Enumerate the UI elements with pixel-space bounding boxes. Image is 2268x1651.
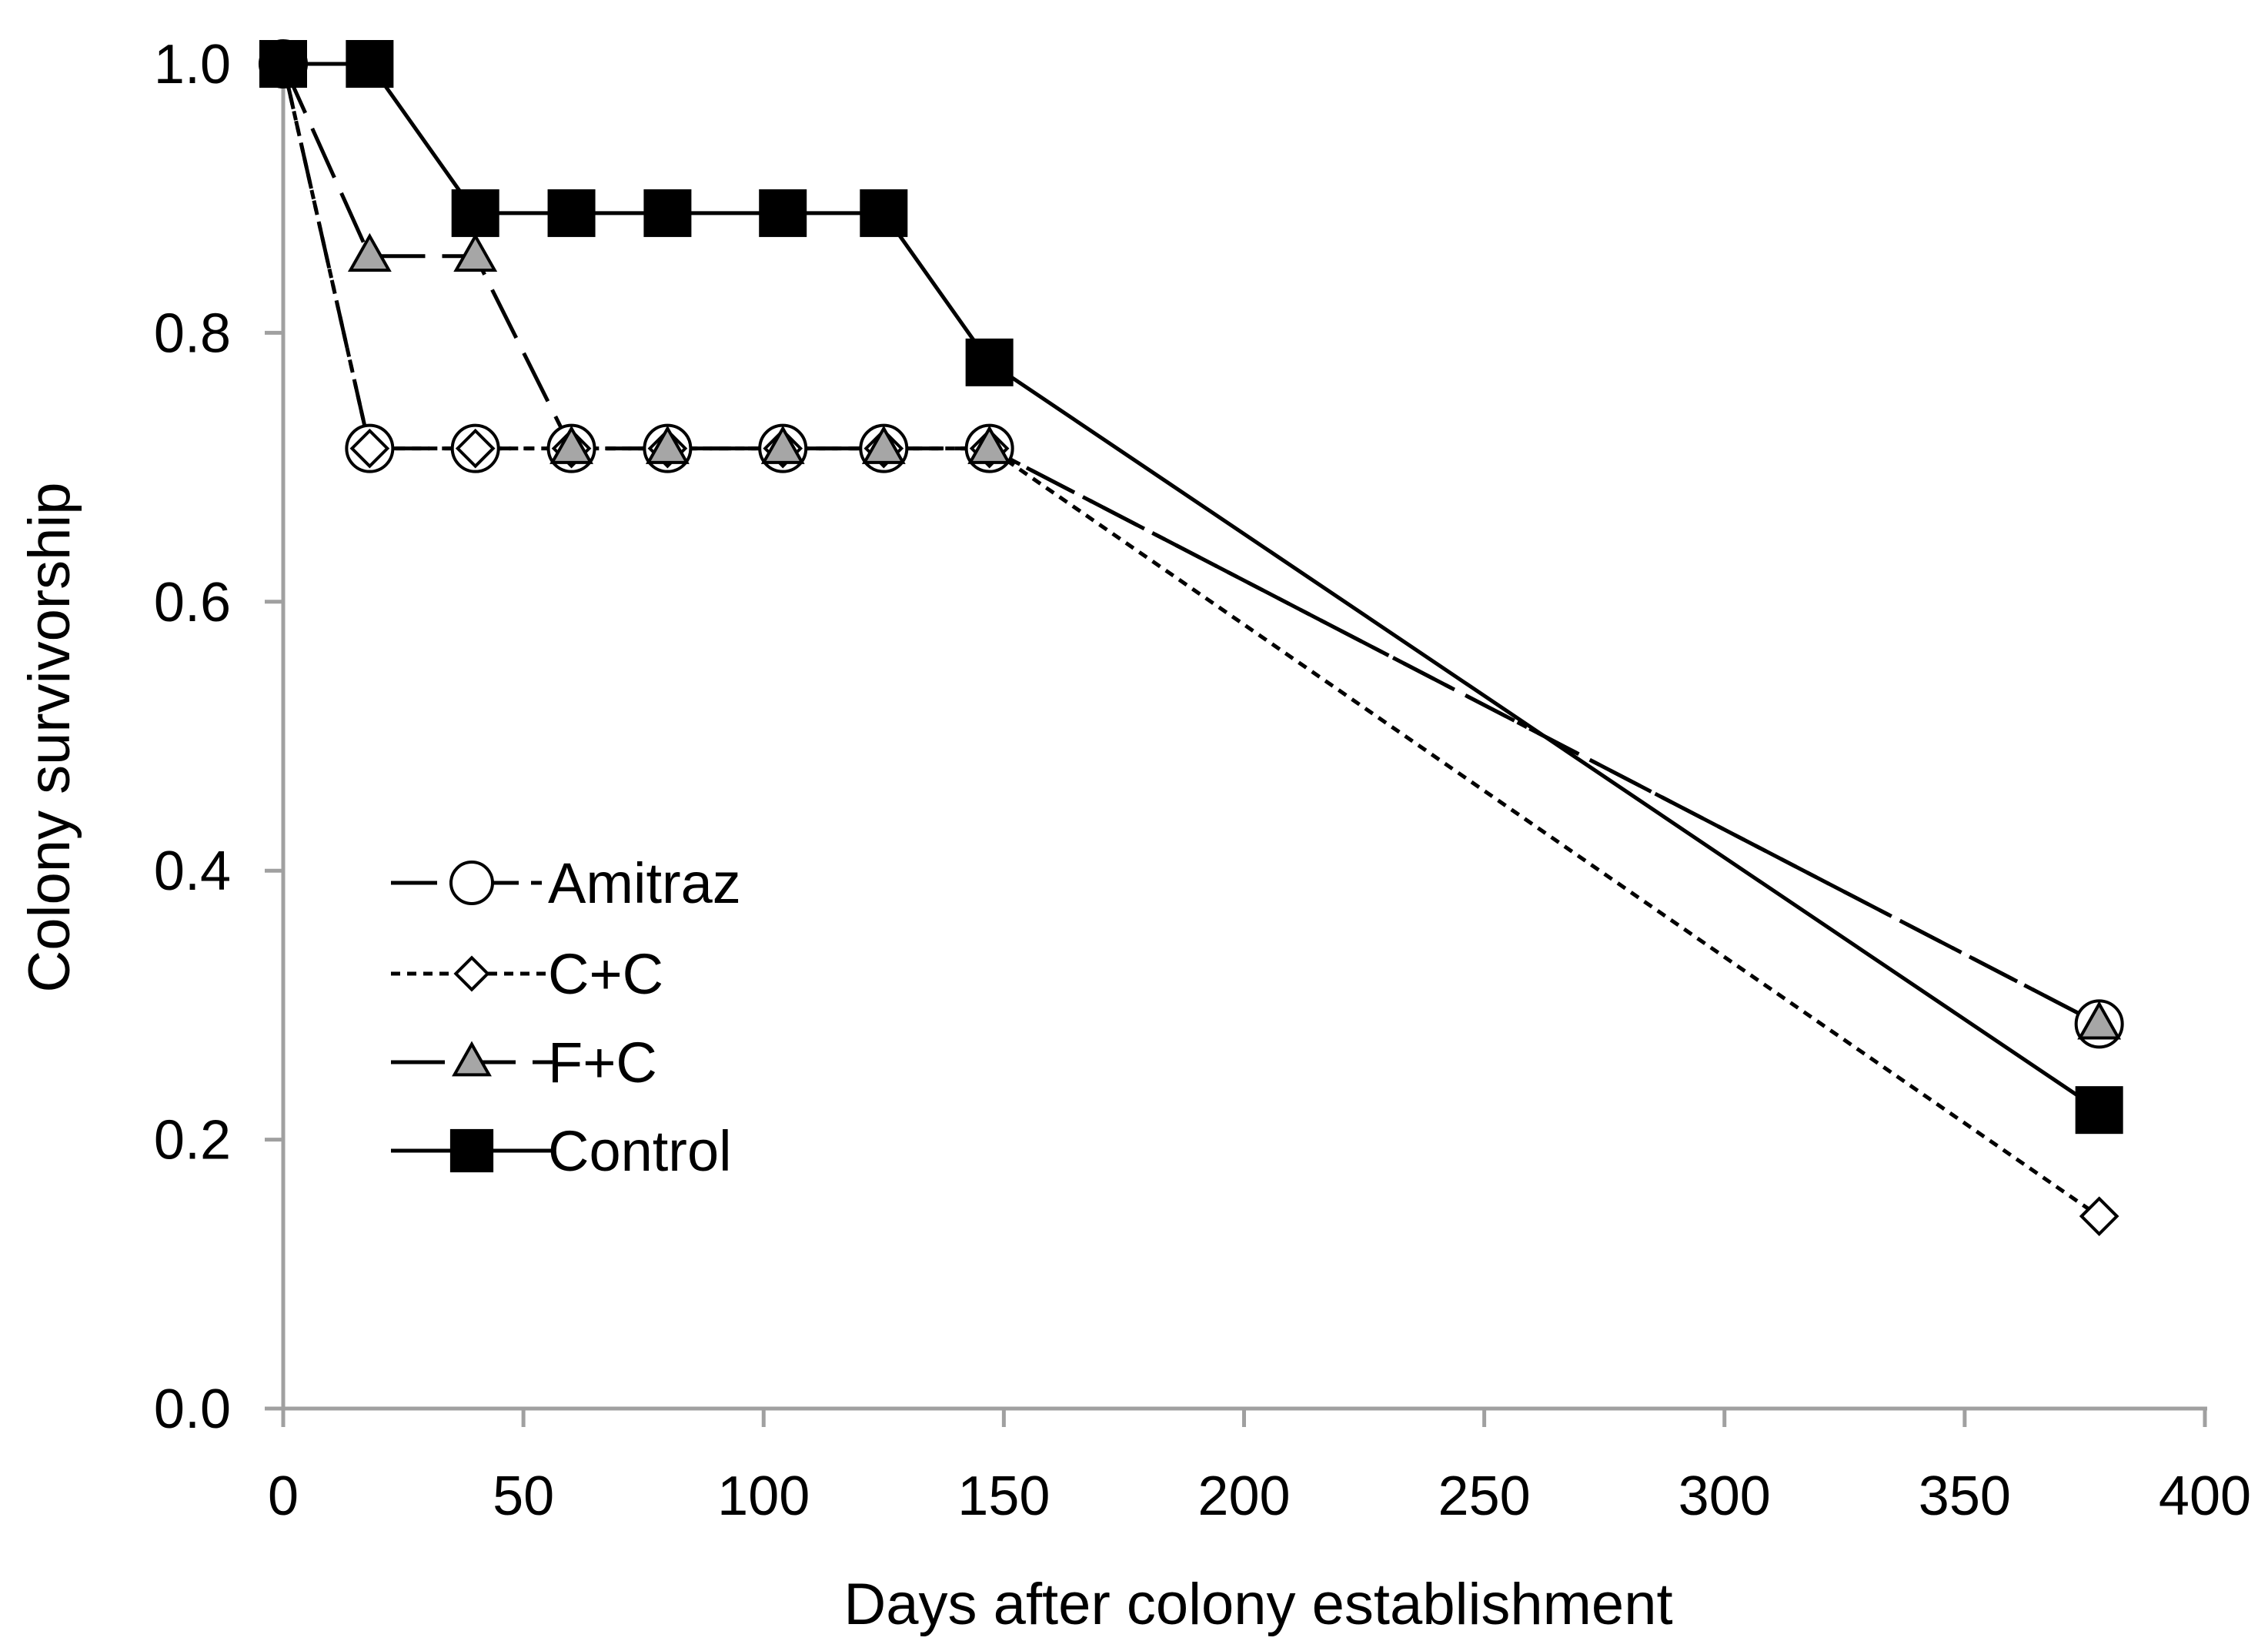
x-tick-label: 0: [268, 1466, 299, 1527]
legend-marker-control: [449, 1128, 494, 1173]
data-point-f-c: [861, 425, 906, 464]
x-tick-label: 50: [493, 1466, 554, 1527]
x-tick-label: 200: [1197, 1466, 1290, 1527]
data-point-c-c: [2079, 1196, 2119, 1237]
data-point-f-c: [549, 425, 593, 464]
data-point-control: [451, 189, 499, 237]
y-tick-label: 0.2: [154, 1110, 231, 1171]
legend-marker-f-c: [452, 1041, 492, 1077]
data-point-f-c: [347, 232, 392, 272]
legend-label-amitraz: Amitraz: [548, 851, 741, 915]
data-point-f-c: [967, 425, 1012, 464]
data-point-control: [346, 40, 394, 88]
legend-marker-c-c: [453, 955, 490, 992]
data-point-c-c: [455, 428, 496, 469]
data-point-control: [860, 189, 908, 237]
data-point-f-c: [645, 425, 690, 464]
data-point-control: [643, 189, 692, 237]
legend-label-f-c: F+C: [548, 1031, 657, 1095]
series-markers: [259, 39, 2124, 1237]
x-tick-label: 150: [957, 1466, 1050, 1527]
data-point-control: [2075, 1086, 2123, 1135]
y-tick-label: 1.0: [154, 34, 231, 95]
legend-marker-amitraz: [449, 861, 494, 905]
series-line-f-c: [281, 62, 2100, 1026]
x-tick-label: 100: [717, 1466, 810, 1527]
data-point-control: [965, 338, 1014, 386]
legend-label-control: Control: [548, 1119, 732, 1183]
y-tick-label: 0.8: [154, 302, 231, 364]
x-tick-label: 350: [1919, 1466, 2011, 1527]
axes: [265, 59, 2207, 1427]
x-tick-label: 300: [1678, 1466, 1771, 1527]
data-point-control: [547, 189, 596, 237]
data-point-c-c: [349, 428, 390, 469]
x-tick-label: 250: [1438, 1466, 1531, 1527]
x-axis-title: Days after colony establishment: [843, 1572, 1672, 1637]
data-point-f-c: [760, 425, 805, 464]
y-tick-label: 0.0: [154, 1379, 231, 1440]
data-point-control: [259, 40, 307, 88]
legend-label-c-c: C+C: [548, 942, 663, 1006]
y-tick-label: 0.6: [154, 572, 231, 633]
tick-labels: 0.0 0.2 0.4 0.6 0.8 1.0 0 50 100 150 200 250 300 350 4…: [154, 34, 2251, 1527]
data-point-f-c: [453, 232, 498, 272]
legend: Amitraz C+C F+C Control: [391, 851, 741, 1183]
y-tick-label: 0.4: [154, 841, 231, 902]
series-line-c-c: [281, 63, 2101, 1218]
x-tick-label: 400: [2159, 1466, 2251, 1527]
y-axis-title: Colony survivorship: [17, 482, 82, 992]
data-point-f-c: [2077, 1001, 2122, 1040]
data-point-control: [759, 189, 807, 237]
